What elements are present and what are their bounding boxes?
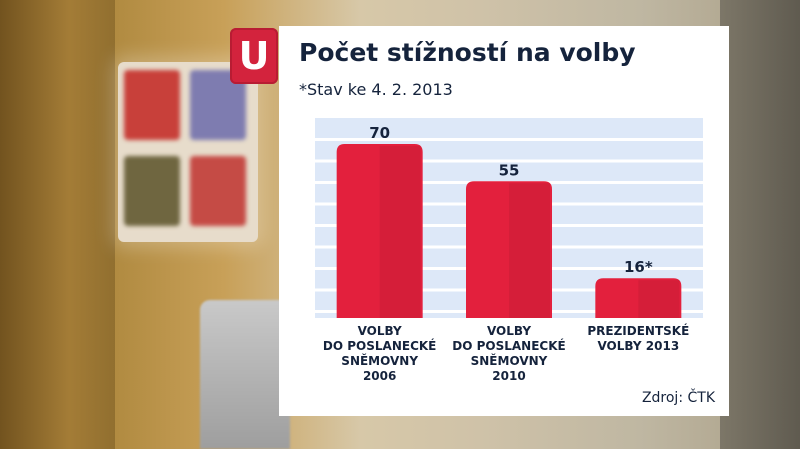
bar-shade (379, 146, 421, 318)
category-label: VOLBY 2013 (597, 339, 679, 353)
source-note: Zdroj: ČTK (641, 390, 715, 406)
bar (595, 278, 682, 318)
background-wooden-frame (0, 0, 115, 449)
background-door (720, 0, 800, 449)
bar-shade (638, 280, 680, 318)
background-ballot-box (200, 300, 290, 449)
bar (466, 181, 552, 318)
chart-title: Počet stížností na volby (299, 38, 636, 67)
category-label: VOLBY (358, 324, 402, 338)
chart-subtitle: *Stav ke 4. 2. 2013 (299, 80, 453, 99)
bar-value-label: 70 (369, 124, 390, 142)
category-label: PREZIDENTSKÉ (587, 323, 689, 338)
bar-value-label: 16* (624, 258, 653, 276)
background-state-emblem (118, 62, 258, 242)
category-label: SNĚMOVNY (471, 353, 548, 368)
channel-logo: U (230, 28, 278, 84)
category-label: VOLBY (487, 324, 531, 338)
category-label: DO POSLANECKÉ (323, 338, 436, 353)
bar (336, 144, 423, 318)
chart-panel: Počet stížností na volby *Stav ke 4. 2. … (279, 26, 729, 416)
bar-shade (509, 183, 550, 318)
category-label: SNĚMOVNY (341, 353, 418, 368)
bar-value-label: 55 (499, 161, 520, 179)
category-label: DO POSLANECKÉ (452, 338, 565, 353)
category-label: 2006 (363, 369, 396, 383)
category-label: 2010 (492, 369, 525, 383)
